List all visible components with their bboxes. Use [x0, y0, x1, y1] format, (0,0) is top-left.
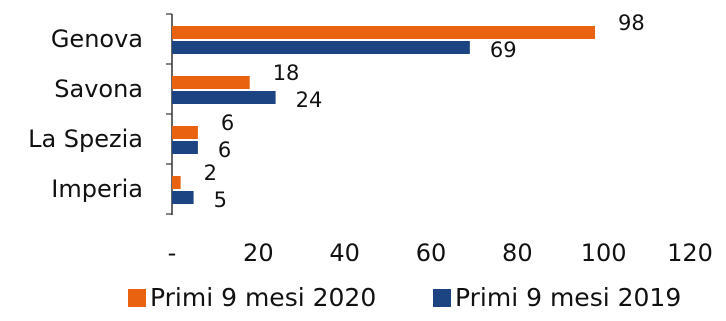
x-tick-label: - [168, 239, 177, 267]
category-label: Genova [51, 25, 143, 53]
bar-2019 [172, 91, 276, 104]
legend-swatch-2020 [128, 289, 146, 307]
x-tick-label: 20 [243, 239, 274, 267]
bar-2019 [172, 141, 198, 154]
data-label-2019: 69 [490, 38, 517, 62]
horizontal-bar-chart: - 20 40 60 80 100 120 Genova 98 69 Savona 18 24 La Sp… [28, 11, 713, 267]
data-label-2020: 2 [204, 161, 217, 185]
data-label-2020: 18 [273, 61, 300, 85]
category-label: Savona [54, 75, 143, 103]
legend-item-2019: Primi 9 mesi 2019 [433, 283, 681, 313]
data-label-2019: 24 [296, 88, 323, 112]
bar-2019 [172, 191, 194, 204]
legend: Primi 9 mesi 2020 Primi 9 mesi 2019 [0, 283, 726, 319]
x-tick-label: 60 [416, 239, 447, 267]
x-tick-label: 40 [329, 239, 360, 267]
x-tick-label: 80 [502, 239, 533, 267]
legend-swatch-2019 [433, 289, 451, 307]
category-label: Imperia [51, 175, 143, 203]
bar-2020 [172, 176, 181, 189]
x-tick-label: 120 [667, 239, 713, 267]
legend-label-2019: Primi 9 mesi 2019 [455, 283, 682, 312]
data-label-2019: 6 [218, 138, 231, 162]
legend-item-2020: Primi 9 mesi 2020 [128, 283, 376, 313]
bar-2020 [172, 76, 250, 89]
bar-2019 [172, 41, 470, 54]
bar-2020 [172, 26, 596, 39]
data-label-2019: 5 [214, 188, 227, 212]
data-label-2020: 98 [618, 11, 645, 35]
category-label: La Spezia [28, 125, 143, 153]
bar-2020 [172, 126, 198, 139]
data-label-2020: 6 [221, 111, 234, 135]
legend-label-2020: Primi 9 mesi 2020 [150, 283, 377, 312]
x-tick-label: 100 [581, 239, 627, 267]
